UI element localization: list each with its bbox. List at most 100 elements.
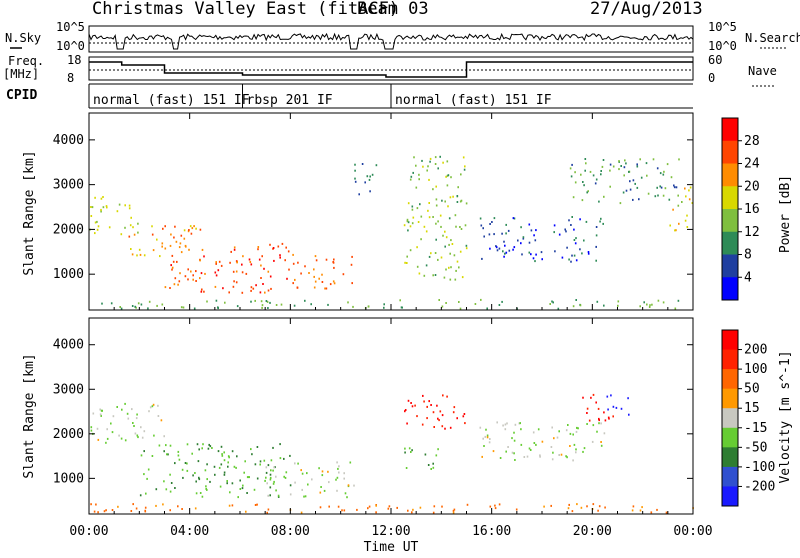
data-cell bbox=[221, 453, 223, 456]
data-cell bbox=[266, 511, 268, 514]
data-cell bbox=[289, 454, 291, 457]
data-cell bbox=[152, 249, 155, 252]
data-cell bbox=[128, 207, 131, 210]
data-cell bbox=[297, 261, 299, 264]
data-cell bbox=[579, 248, 581, 251]
data-cell bbox=[226, 482, 228, 485]
data-cell bbox=[603, 304, 605, 307]
data-cell bbox=[270, 469, 272, 472]
data-cell bbox=[259, 460, 262, 463]
nave-label: Nave bbox=[748, 64, 777, 78]
data-cell bbox=[569, 445, 571, 447]
data-cell bbox=[459, 250, 462, 253]
data-cell bbox=[496, 421, 498, 424]
colorbar-tick-label: -200 bbox=[744, 479, 775, 494]
data-cell bbox=[235, 270, 238, 273]
data-cell bbox=[434, 156, 437, 159]
data-cell bbox=[103, 510, 106, 513]
data-cell bbox=[568, 503, 570, 506]
data-cell bbox=[100, 208, 102, 211]
data-cell bbox=[582, 396, 584, 399]
data-cell bbox=[504, 423, 507, 426]
data-cell bbox=[627, 397, 629, 400]
x-tick-label: 12:00 bbox=[371, 524, 410, 539]
freq-strip: Freq. [MHz] 18 8 60 0 Nave bbox=[3, 53, 777, 87]
data-cell bbox=[464, 224, 467, 227]
data-cell bbox=[105, 509, 107, 512]
data-cell bbox=[241, 263, 243, 266]
data-cell bbox=[498, 503, 501, 506]
data-cell bbox=[315, 259, 318, 262]
data-cell bbox=[224, 301, 226, 304]
data-cell bbox=[294, 462, 296, 465]
data-cell bbox=[314, 280, 317, 283]
data-cell bbox=[628, 170, 630, 173]
data-cell bbox=[574, 171, 576, 174]
data-cell bbox=[138, 248, 141, 251]
data-cell bbox=[364, 181, 366, 184]
data-cell bbox=[182, 306, 185, 309]
data-cell bbox=[174, 277, 177, 280]
data-cell bbox=[215, 261, 217, 264]
data-cell bbox=[603, 411, 605, 414]
data-cell bbox=[178, 458, 181, 461]
data-cell bbox=[346, 496, 348, 499]
data-cell bbox=[432, 274, 434, 277]
data-cell bbox=[574, 242, 577, 245]
data-cell bbox=[528, 447, 531, 450]
data-cell bbox=[242, 484, 244, 487]
data-cell bbox=[594, 182, 597, 185]
data-cell bbox=[314, 255, 317, 258]
data-cell bbox=[662, 301, 665, 304]
data-cell bbox=[99, 413, 102, 416]
data-cell bbox=[411, 405, 414, 408]
data-cell bbox=[383, 306, 385, 309]
data-cell bbox=[283, 457, 285, 460]
data-cell bbox=[250, 289, 252, 292]
data-cell bbox=[440, 225, 442, 228]
data-cell bbox=[463, 413, 466, 415]
data-cell bbox=[449, 278, 452, 281]
data-cell bbox=[267, 289, 270, 292]
data-cell bbox=[482, 437, 484, 440]
data-cell bbox=[451, 243, 454, 245]
data-cell bbox=[514, 423, 517, 426]
data-cell bbox=[618, 168, 620, 171]
data-cell bbox=[169, 287, 171, 289]
data-cell bbox=[300, 511, 303, 514]
data-cell bbox=[134, 432, 137, 435]
data-cell bbox=[321, 273, 323, 276]
data-cell bbox=[575, 237, 577, 240]
data-cell bbox=[267, 494, 269, 497]
power-scatter bbox=[89, 155, 694, 310]
data-cell bbox=[632, 179, 635, 182]
data-cell bbox=[124, 204, 126, 207]
data-cell bbox=[189, 225, 192, 228]
data-cell bbox=[541, 258, 543, 261]
data-cell bbox=[260, 277, 262, 279]
data-cell bbox=[292, 253, 294, 256]
data-cell bbox=[480, 224, 483, 227]
data-cell bbox=[200, 272, 203, 275]
data-cell bbox=[501, 300, 503, 303]
data-cell bbox=[187, 268, 189, 271]
data-cell bbox=[643, 301, 645, 304]
data-cell bbox=[551, 300, 553, 303]
data-cell bbox=[572, 433, 574, 436]
data-cell bbox=[219, 485, 222, 488]
data-cell bbox=[241, 291, 244, 294]
data-cell bbox=[650, 511, 653, 514]
data-cell bbox=[646, 303, 648, 306]
data-cell bbox=[264, 291, 266, 294]
data-cell bbox=[292, 282, 294, 285]
data-cell bbox=[628, 413, 630, 416]
data-cell bbox=[338, 471, 340, 474]
data-cell bbox=[537, 428, 540, 431]
data-cell bbox=[151, 233, 154, 236]
data-cell bbox=[161, 242, 164, 245]
data-cell bbox=[444, 200, 446, 203]
data-cell bbox=[201, 447, 203, 450]
data-cell bbox=[561, 256, 564, 259]
data-cell bbox=[432, 216, 434, 218]
data-cell bbox=[423, 400, 425, 403]
